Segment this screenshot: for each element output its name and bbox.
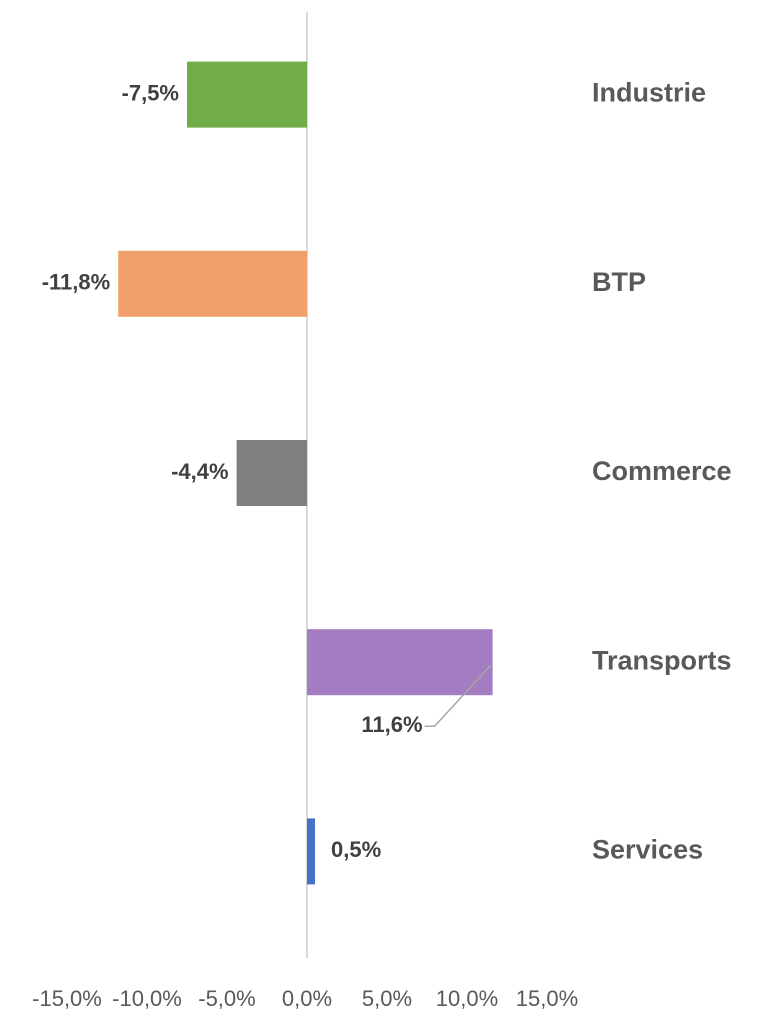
x-tick-label: 5,0% bbox=[362, 986, 412, 1011]
category-label: Transports bbox=[592, 645, 732, 675]
x-tick-label: 15,0% bbox=[516, 986, 578, 1011]
value-label: -11,8% bbox=[42, 270, 111, 295]
bar bbox=[187, 61, 307, 128]
bar bbox=[307, 818, 315, 885]
x-tick-label: -15,0% bbox=[32, 986, 102, 1011]
value-label: -7,5% bbox=[122, 80, 179, 105]
category-label: Industrie bbox=[592, 78, 706, 108]
bar bbox=[307, 629, 493, 696]
x-tick-label: 10,0% bbox=[436, 986, 498, 1011]
category-label: Commerce bbox=[592, 456, 732, 486]
leader-line bbox=[424, 664, 492, 727]
bar bbox=[236, 440, 307, 506]
value-label: 0,5% bbox=[331, 837, 381, 862]
value-label: 11,6% bbox=[361, 712, 422, 737]
category-label: Services bbox=[592, 835, 703, 865]
value-label: -4,4% bbox=[171, 459, 228, 484]
x-tick-label: 0,0% bbox=[282, 986, 332, 1011]
category-label: BTP bbox=[592, 267, 646, 297]
bar bbox=[118, 250, 307, 317]
x-tick-label: -5,0% bbox=[198, 986, 255, 1011]
x-tick-label: -10,0% bbox=[112, 986, 182, 1011]
